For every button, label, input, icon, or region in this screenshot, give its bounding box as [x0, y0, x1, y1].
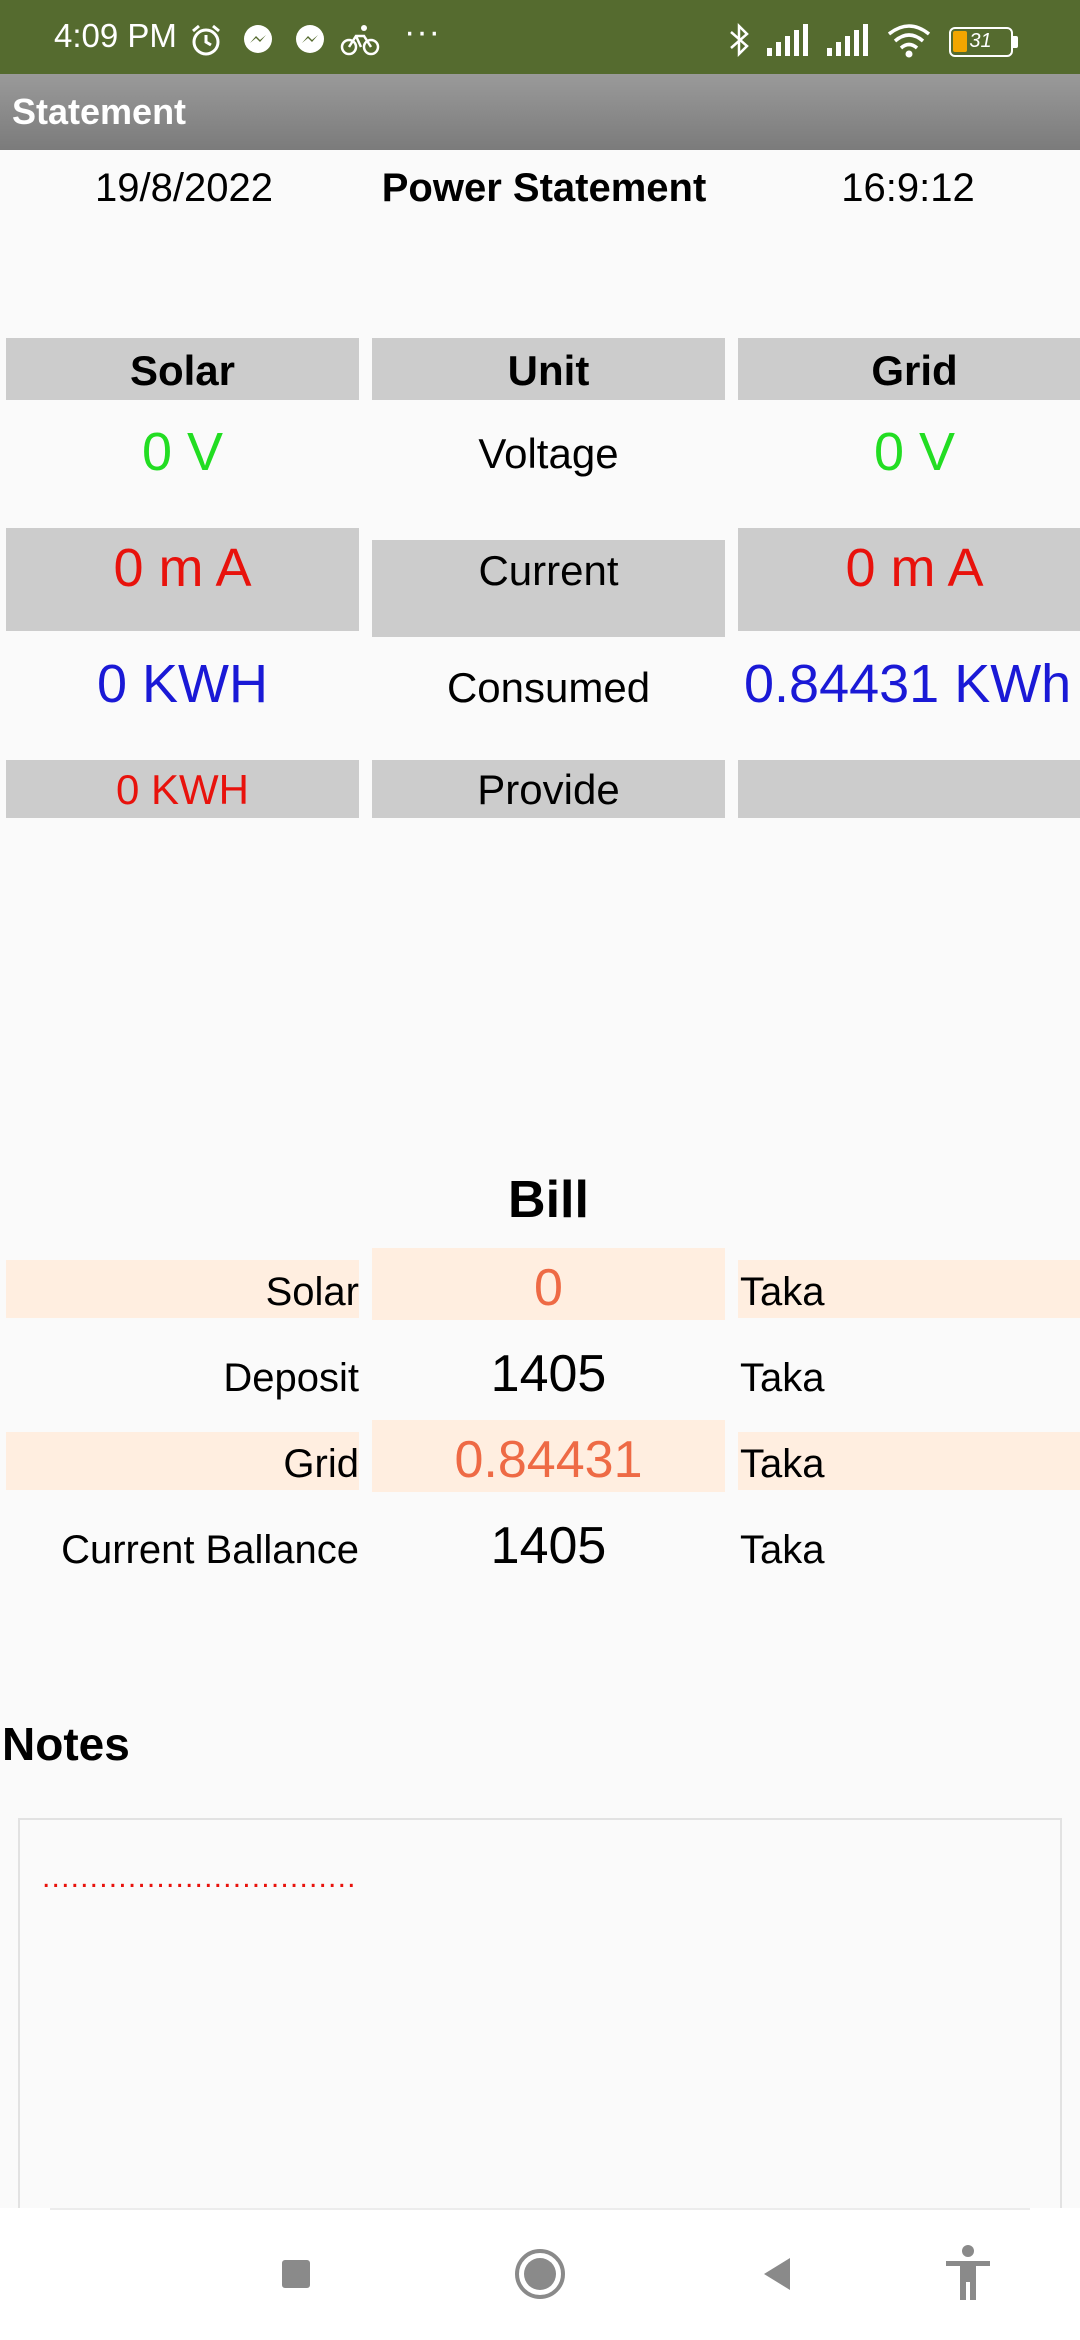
solar-provide-cell: 0 KWH: [6, 760, 359, 818]
bill-grid-value: 0.84431: [454, 1431, 643, 1489]
bill-solar-value-bg: [372, 1248, 725, 1320]
title-bar: [0, 74, 1080, 150]
page-title: Power Statement: [381, 166, 707, 210]
bill-title: Bill: [508, 1171, 589, 1229]
grid-voltage: 0 V: [873, 422, 956, 482]
home-icon[interactable]: [514, 2248, 566, 2300]
unit-provide-cell: Provide: [372, 760, 725, 818]
bill-solar-label-bg: [6, 1260, 359, 1318]
unit-consumed: Consumed: [446, 664, 651, 711]
solar-consumed: 0 KWH: [96, 654, 269, 714]
column-header-solar: Solar: [6, 338, 359, 400]
grid-consumed: 0.84431 KWh: [744, 654, 1072, 714]
bluetooth-icon: [722, 20, 756, 60]
battery-icon: 31: [946, 26, 1020, 58]
bill-solar-label: Solar: [265, 1270, 359, 1314]
bill-grid-unit-bg: [738, 1432, 1080, 1490]
notes-content: .................................: [42, 1861, 357, 1894]
solar-voltage: 0 V: [141, 422, 224, 482]
messenger-icon: [290, 20, 330, 60]
notes-title: Notes: [2, 1718, 130, 1770]
recents-icon[interactable]: [278, 2256, 314, 2292]
bill-grid-unit: Taka: [740, 1442, 825, 1486]
solar-current-cell: 0 m A: [6, 528, 359, 631]
bill-grid-value-bg: [372, 1420, 725, 1492]
bill-grid-label: Grid: [283, 1442, 359, 1486]
column-header-grid-label: Grid: [871, 347, 958, 394]
bill-grid-label-bg: [6, 1432, 359, 1490]
accessibility-icon[interactable]: [942, 2244, 994, 2304]
more-notifications-icon: ···: [404, 13, 441, 51]
back-icon[interactable]: [758, 2254, 798, 2294]
solar-current: 0 m A: [113, 538, 252, 598]
messenger-icon: [238, 20, 278, 60]
unit-provide: Provide: [477, 766, 620, 813]
wifi-icon: [884, 20, 934, 60]
bill-current-balance-value: 1405: [490, 1517, 607, 1575]
unit-current: Current: [478, 547, 619, 594]
bill-current-balance-label: Current Ballance: [61, 1528, 359, 1572]
bill-deposit-unit: Taka: [740, 1356, 825, 1400]
signal-icon: [764, 20, 816, 60]
screen-title: Statement: [12, 91, 187, 132]
cycling-icon: [338, 20, 382, 60]
bill-solar-unit: Taka: [740, 1270, 825, 1314]
status-time: 4:09 PM: [54, 17, 177, 54]
grid-current: 0 m A: [845, 538, 984, 598]
unit-current-cell: Current: [372, 540, 725, 637]
battery-level: 31: [969, 30, 992, 52]
column-header-unit: Unit: [372, 338, 725, 400]
column-header-unit-label: Unit: [507, 347, 590, 394]
column-header-grid: Grid: [738, 338, 1080, 400]
signal-icon: [824, 20, 876, 60]
column-header-solar-label: Solar: [129, 347, 236, 394]
grid-provide-cell: [738, 760, 1080, 818]
solar-provide: 0 KWH: [115, 766, 249, 813]
bill-deposit-value: 1405: [490, 1345, 607, 1403]
statement-time: 16:9:12: [841, 166, 975, 210]
statement-date: 19/8/2022: [95, 166, 273, 210]
unit-voltage: Voltage: [478, 430, 619, 477]
bill-solar-value: 0: [534, 1259, 563, 1317]
bill-solar-unit-bg: [738, 1260, 1080, 1318]
grid-current-cell: 0 m A: [738, 528, 1080, 631]
notes-textarea[interactable]: .................................: [18, 1818, 1062, 2238]
alarm-icon: [186, 20, 226, 60]
bill-current-balance-unit: Taka: [740, 1528, 825, 1572]
bill-deposit-label: Deposit: [223, 1356, 359, 1400]
